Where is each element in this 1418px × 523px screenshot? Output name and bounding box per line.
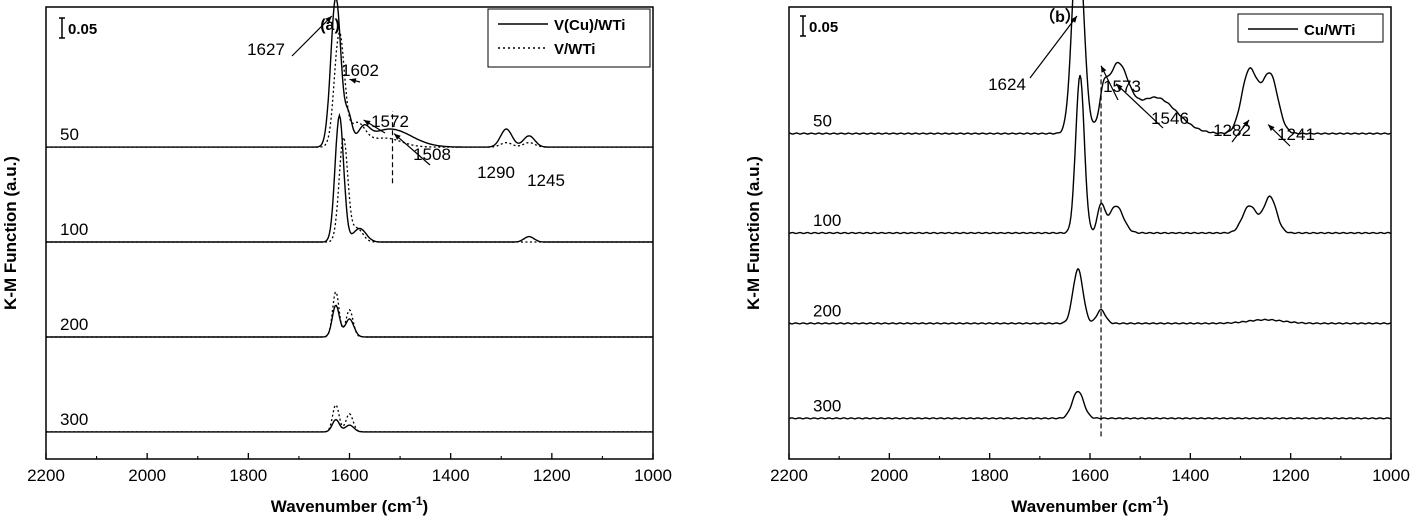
offset-label-300: 300 [60,410,88,429]
annotation-arrow [291,15,333,57]
offset-label-100: 100 [60,220,88,239]
offset-label-300: 300 [813,396,841,415]
peak-annotation-1546: 1546 [1151,109,1189,128]
annotation-arrowhead [1268,124,1275,131]
x-tick-label: 1600 [331,466,369,485]
legend-label: V/WTi [554,41,595,58]
legend-label: V(Cu)/WTi [554,17,625,34]
peak-annotation-1245: 1245 [527,171,565,190]
panel-label: (a) [320,17,340,34]
trace-cuwti-100 [788,74,1392,235]
offset-label-200: 200 [60,315,88,334]
x-tick-label: 2000 [128,466,166,485]
scale-bar-label: 0.05 [809,19,838,36]
trace-cuwti-200 [788,267,1392,325]
annotation-arrowhead [1101,65,1107,73]
trace-vcuwti-300 [46,418,653,433]
trace-cuwti-300 [788,390,1392,420]
annotation-arrow [393,133,431,166]
offset-label-200: 200 [813,301,841,320]
trace-vwti-200 [46,291,653,338]
offset-label-50: 50 [60,125,79,144]
annotation-arrowhead [349,78,357,84]
offset-label-100: 100 [813,211,841,230]
x-tick-label: 1000 [634,466,672,485]
legend-box [1237,13,1384,43]
x-tick-label: 2200 [27,466,65,485]
x-axis-title: Wavenumber (cm-1) [271,494,428,516]
trace-vwti-100 [46,135,653,243]
legend-label: Cu/WTi [1304,22,1355,39]
x-axis-title: Wavenumber (cm-1) [1011,494,1168,516]
x-tick-label: 1200 [1272,466,1310,485]
panel-b: 2200 2000 1800 1600 1400 1200 1000 Wavenumber (… [744,0,1410,516]
annotation-arrowhead [1242,120,1249,127]
trace-vwti-300 [46,404,653,433]
peak-annotation-1627: 1627 [247,40,285,59]
peak-annotation-1241: 1241 [1277,125,1315,144]
x-tick-label: 1800 [971,466,1009,485]
peak-annotation-1282: 1282 [1213,121,1251,140]
annotation-arrowhead [1070,16,1077,23]
peak-annotation-1624: 1624 [988,75,1026,94]
trace-vcuwti-100 [46,112,653,243]
scale-bar-label: 0.05 [68,21,97,38]
x-tick-label: 1400 [1171,466,1209,485]
annotation-arrow [1029,15,1078,79]
x-tick-label: 2000 [870,466,908,485]
x-tick-label: 1400 [432,466,470,485]
panel-label: （b） [1039,8,1081,26]
peak-annotation-1572: 1572 [371,112,409,131]
annotation-arrow [1115,83,1164,129]
x-tick-label: 1000 [1372,466,1410,485]
peak-annotation-1602: 1602 [341,61,379,80]
y-axis-title: K-M Function (a.u.) [1,156,20,310]
x-tick-label: 1200 [533,466,571,485]
x-tick-label: 1800 [229,466,267,485]
panel-a: 2200 2000 1800 1600 1400 1200 1000 Wavenumber (… [1,0,672,516]
trace-vcuwti-50 [46,0,653,148]
offset-label-50: 50 [813,112,832,131]
legend-box [487,8,651,68]
x-tick-label: 1600 [1071,466,1109,485]
annotation-arrowhead [363,120,371,126]
trace-cuwti-50 [788,0,1392,135]
y-axis-title: K-M Function (a.u.) [744,156,763,310]
annotation-arrowhead [1116,83,1123,91]
annotation-arrowhead [394,133,401,140]
annotation-arrowhead [325,16,332,23]
peak-annotation-1290: 1290 [477,163,515,182]
x-tick-label: 2200 [770,466,808,485]
